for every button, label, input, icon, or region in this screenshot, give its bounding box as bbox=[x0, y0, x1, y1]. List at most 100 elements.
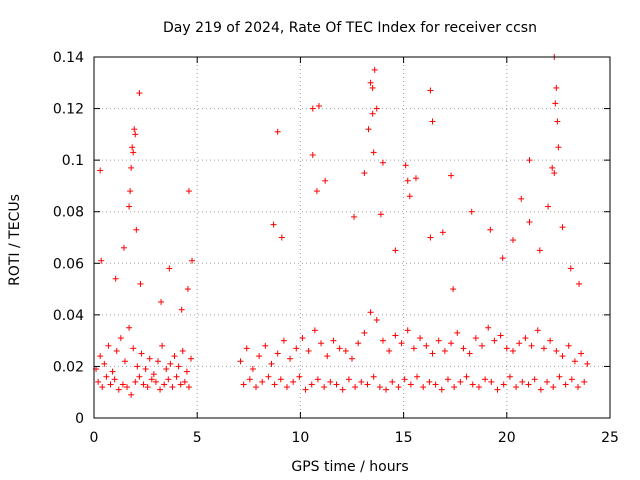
data-point-marker bbox=[540, 345, 547, 352]
data-point-marker bbox=[468, 208, 475, 215]
data-point-marker bbox=[429, 118, 436, 125]
data-point-marker bbox=[113, 347, 120, 354]
data-point-marker bbox=[427, 234, 434, 241]
data-point-marker bbox=[309, 105, 316, 112]
y-tick-label: 0 bbox=[75, 411, 84, 427]
data-point-marker bbox=[97, 353, 104, 360]
data-point-marker bbox=[509, 237, 516, 244]
data-point-marker bbox=[479, 342, 486, 349]
data-point-marker bbox=[259, 378, 266, 385]
data-point-marker bbox=[314, 376, 321, 383]
data-point-marker bbox=[126, 324, 133, 331]
data-point-marker bbox=[351, 213, 358, 220]
data-point-marker bbox=[559, 224, 566, 231]
data-point-marker bbox=[554, 118, 561, 125]
data-point-marker bbox=[383, 386, 390, 393]
x-tick-label: 15 bbox=[395, 430, 413, 446]
data-point-marker bbox=[99, 384, 106, 391]
data-point-marker bbox=[581, 378, 588, 385]
data-point-marker bbox=[290, 378, 297, 385]
data-point-marker bbox=[101, 360, 108, 367]
data-point-marker bbox=[412, 175, 419, 182]
data-point-marker bbox=[369, 110, 376, 117]
chart-title: Day 219 of 2024, Rate Of TEC Index for r… bbox=[163, 20, 537, 36]
data-point-marker bbox=[256, 353, 263, 360]
data-point-marker bbox=[105, 342, 112, 349]
data-point-marker bbox=[271, 381, 278, 388]
data-point-marker bbox=[183, 368, 190, 375]
data-point-marker bbox=[358, 378, 365, 385]
data-point-marker bbox=[575, 384, 582, 391]
data-point-marker bbox=[361, 329, 368, 336]
data-point-marker bbox=[555, 144, 562, 151]
y-tick-label: 0.14 bbox=[53, 50, 84, 66]
data-point-marker bbox=[161, 381, 168, 388]
y-axis-label: ROTI / TECUs bbox=[7, 194, 23, 286]
data-point-marker bbox=[355, 340, 362, 347]
data-point-marker bbox=[370, 373, 377, 380]
data-point-marker bbox=[262, 342, 269, 349]
data-point-marker bbox=[500, 381, 507, 388]
data-point-marker bbox=[526, 157, 533, 164]
data-point-marker bbox=[516, 340, 523, 347]
data-point-marker bbox=[395, 384, 402, 391]
y-tick-label: 0.08 bbox=[53, 205, 84, 221]
data-point-marker bbox=[528, 342, 535, 349]
data-point-marker bbox=[376, 384, 383, 391]
data-point-marker bbox=[237, 358, 244, 365]
data-point-marker bbox=[519, 378, 526, 385]
data-point-marker bbox=[454, 329, 461, 336]
data-point-marker bbox=[567, 265, 574, 272]
data-point-marker bbox=[488, 378, 495, 385]
grid-lines bbox=[94, 57, 610, 418]
data-point-marker bbox=[365, 126, 372, 133]
data-point-marker bbox=[115, 386, 122, 393]
data-point-marker bbox=[158, 298, 165, 305]
data-point-marker bbox=[438, 386, 445, 393]
data-point-marker bbox=[157, 386, 164, 393]
data-point-marker bbox=[117, 335, 124, 342]
data-point-marker bbox=[311, 327, 318, 334]
data-point-marker bbox=[126, 203, 133, 210]
data-point-marker bbox=[367, 309, 374, 316]
data-point-marker bbox=[189, 257, 196, 264]
data-point-marker bbox=[460, 345, 467, 352]
plot-frame bbox=[93, 56, 611, 419]
data-point-marker bbox=[119, 381, 126, 388]
data-point-marker bbox=[133, 226, 140, 233]
data-point-marker bbox=[401, 376, 408, 383]
data-point-marker bbox=[132, 378, 139, 385]
data-point-marker bbox=[491, 337, 498, 344]
data-point-marker bbox=[379, 337, 386, 344]
x-tick-label: 5 bbox=[193, 430, 202, 446]
data-point-marker bbox=[124, 384, 131, 391]
data-point-marker bbox=[339, 386, 346, 393]
data-point-marker bbox=[321, 384, 328, 391]
data-point-marker bbox=[274, 128, 281, 135]
data-point-marker bbox=[392, 247, 399, 254]
data-point-marker bbox=[277, 376, 284, 383]
data-point-marker bbox=[179, 347, 186, 354]
data-point-marker bbox=[435, 337, 442, 344]
data-point-marker bbox=[392, 332, 399, 339]
data-point-marker bbox=[127, 188, 134, 195]
data-point-marker bbox=[184, 286, 191, 293]
data-point-marker bbox=[305, 347, 312, 354]
data-point-marker bbox=[482, 376, 489, 383]
data-point-marker bbox=[185, 188, 192, 195]
data-point-marker bbox=[448, 172, 455, 179]
data-point-marker bbox=[178, 306, 185, 313]
data-point-marker bbox=[457, 378, 464, 385]
data-point-marker bbox=[278, 234, 285, 241]
data-point-marker bbox=[553, 347, 560, 354]
x-tick-label: 20 bbox=[498, 430, 516, 446]
data-point-marker bbox=[429, 350, 436, 357]
data-point-marker bbox=[439, 229, 446, 236]
data-point-marker bbox=[159, 342, 166, 349]
data-point-marker bbox=[550, 384, 557, 391]
data-point-marker bbox=[559, 353, 566, 360]
data-point-marker bbox=[410, 345, 417, 352]
data-point-marker bbox=[549, 164, 556, 171]
data-point-marker bbox=[404, 327, 411, 334]
